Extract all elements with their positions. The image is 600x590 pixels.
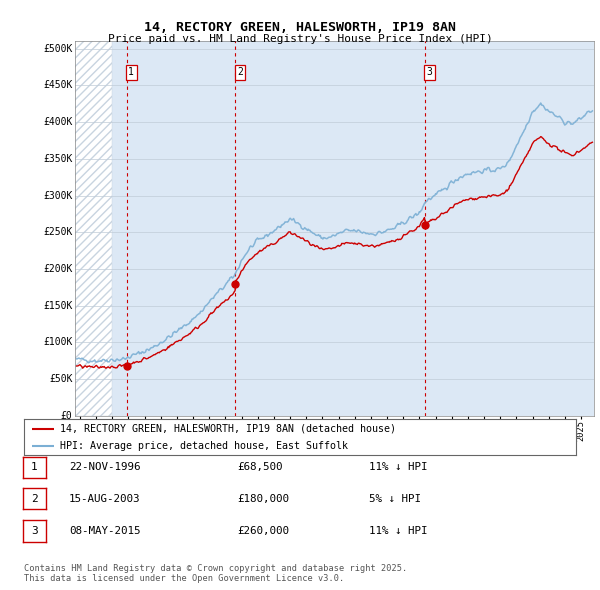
Text: 5% ↓ HPI: 5% ↓ HPI — [369, 494, 421, 503]
Text: 22-NOV-1996: 22-NOV-1996 — [69, 463, 140, 472]
Text: £450K: £450K — [43, 80, 73, 90]
Text: Contains HM Land Registry data © Crown copyright and database right 2025.
This d: Contains HM Land Registry data © Crown c… — [24, 563, 407, 583]
Text: £200K: £200K — [43, 264, 73, 274]
Text: £400K: £400K — [43, 117, 73, 127]
Text: 14, RECTORY GREEN, HALESWORTH, IP19 8AN (detached house): 14, RECTORY GREEN, HALESWORTH, IP19 8AN … — [60, 424, 396, 434]
Text: £300K: £300K — [43, 191, 73, 201]
Text: £0: £0 — [61, 411, 73, 421]
Text: HPI: Average price, detached house, East Suffolk: HPI: Average price, detached house, East… — [60, 441, 348, 451]
Text: £50K: £50K — [49, 374, 73, 384]
Text: 14, RECTORY GREEN, HALESWORTH, IP19 8AN: 14, RECTORY GREEN, HALESWORTH, IP19 8AN — [144, 21, 456, 34]
Polygon shape — [75, 41, 112, 416]
Text: 1: 1 — [128, 67, 134, 77]
Text: 08-MAY-2015: 08-MAY-2015 — [69, 526, 140, 536]
Text: £180,000: £180,000 — [237, 494, 289, 503]
Text: 11% ↓ HPI: 11% ↓ HPI — [369, 463, 427, 472]
Text: £260,000: £260,000 — [237, 526, 289, 536]
Text: £150K: £150K — [43, 301, 73, 311]
Text: £250K: £250K — [43, 227, 73, 237]
Text: £500K: £500K — [43, 44, 73, 54]
Text: 2: 2 — [31, 494, 38, 503]
Text: £350K: £350K — [43, 154, 73, 164]
Text: 11% ↓ HPI: 11% ↓ HPI — [369, 526, 427, 536]
Text: 15-AUG-2003: 15-AUG-2003 — [69, 494, 140, 503]
Text: 3: 3 — [31, 526, 38, 536]
Text: 3: 3 — [427, 67, 433, 77]
Text: 1: 1 — [31, 463, 38, 472]
Text: £68,500: £68,500 — [237, 463, 283, 472]
Text: 2: 2 — [237, 67, 243, 77]
Text: Price paid vs. HM Land Registry's House Price Index (HPI): Price paid vs. HM Land Registry's House … — [107, 34, 493, 44]
Text: £100K: £100K — [43, 337, 73, 348]
